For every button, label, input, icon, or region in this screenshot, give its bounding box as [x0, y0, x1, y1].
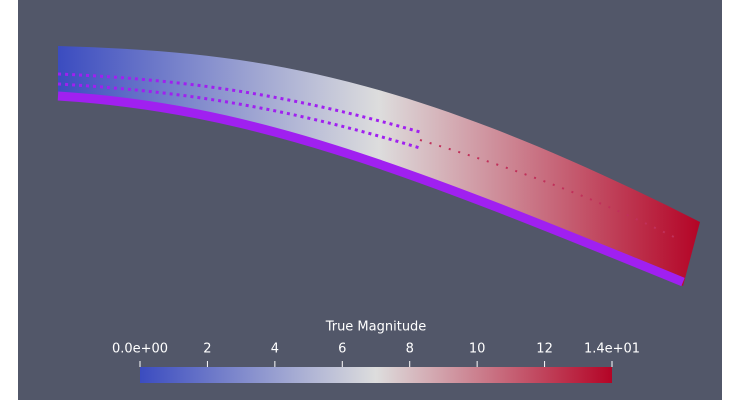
colorbar-tick-label: 6 [338, 342, 346, 357]
render-view: True Magnitude 0.0e+00 2 4 6 8 10 12 1.4e+01 [0, 0, 738, 400]
colorbar-tick-label: 2 [203, 342, 211, 357]
colorbar-tick-label: 10 [469, 342, 486, 357]
colorbar-tick-label: 12 [536, 342, 553, 357]
colorbar-title: True Magnitude [325, 320, 427, 335]
colorbar-tick-label: 8 [406, 342, 414, 357]
colorbar-tick-label: 0.0e+00 [112, 342, 168, 357]
colorbar-tick-label: 1.4e+01 [584, 342, 640, 357]
colorbar-tick-label: 4 [271, 342, 279, 357]
page: True Magnitude 0.0e+00246810121.4e+01 ((… [0, 0, 738, 400]
colorbar [140, 367, 612, 383]
